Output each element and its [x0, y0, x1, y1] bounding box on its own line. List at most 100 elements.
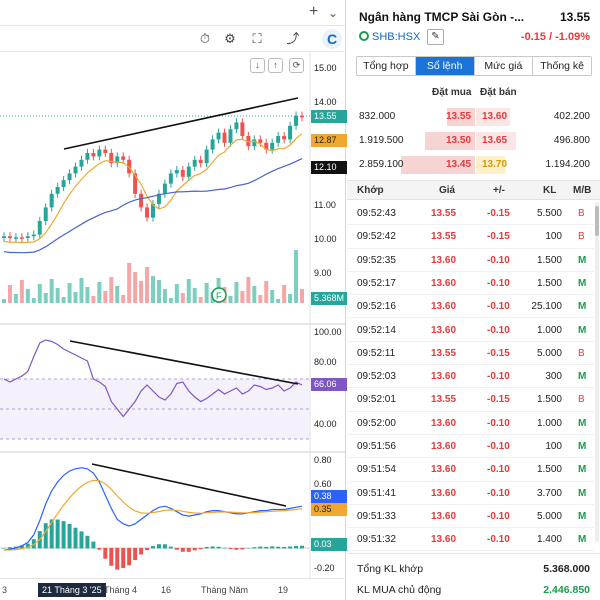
plus-icon[interactable]: + — [309, 3, 319, 20]
trade-row[interactable]: 09:52:17 13.60 -0.10 1.500 M — [347, 272, 594, 296]
tab-price-levels[interactable]: Mức giá — [475, 57, 534, 75]
tab-bar: Tổng hợp Sổ lệnh Mức giá Thống kê — [356, 56, 592, 76]
macd-hist-bar — [151, 546, 155, 549]
volume-bar — [282, 285, 287, 303]
volume-bar — [180, 293, 185, 303]
trade-row[interactable]: 09:51:56 13.60 -0.10 100 M — [347, 435, 594, 459]
macd-hist-bar — [294, 546, 299, 549]
gear-icon[interactable]: ⚙ — [224, 31, 236, 46]
volume-bar — [264, 281, 269, 303]
trades-scrollbar[interactable] — [595, 202, 599, 542]
fullscreen-icon[interactable]: ⛶ — [252, 31, 262, 46]
candle — [240, 122, 245, 136]
trade-row[interactable]: 09:52:35 13.60 -0.10 1.500 M — [347, 249, 594, 272]
logo-icon: C — [322, 29, 342, 49]
volume-bar — [234, 282, 239, 303]
trade-row[interactable]: 09:52:00 13.60 -0.10 1.000 M — [347, 412, 594, 435]
ask-volume: 496.800 — [553, 135, 590, 146]
candle — [115, 156, 120, 164]
timer-icon[interactable]: ⏱ — [199, 31, 211, 46]
orderbook-row[interactable]: 2.859.100 13.45 13.70 1.194.200 — [347, 154, 600, 176]
volume-bar — [55, 288, 60, 303]
volume-bar — [13, 294, 18, 303]
volume-bar — [288, 294, 293, 303]
trade-change: -0.10 — [487, 487, 510, 499]
trade-time: 09:52:11 — [357, 347, 396, 359]
volume-bar — [79, 278, 84, 303]
trade-price: 13.60 — [431, 254, 457, 266]
candle — [151, 204, 155, 218]
volume-bar — [240, 291, 245, 303]
trade-row[interactable]: 09:51:41 13.60 -0.10 3.700 M — [347, 482, 594, 505]
trade-volume: 300 — [545, 371, 562, 383]
macd-hist-bar — [282, 547, 287, 549]
volume-tag: 5.368M — [311, 292, 347, 305]
total-label: Tổng KL khớp — [357, 563, 424, 575]
up-arrow-icon[interactable]: ↑ — [268, 58, 283, 73]
orderbook-row[interactable]: 832.000 13.55 13.60 402.200 — [347, 106, 600, 128]
price-axis-label: 9.00 — [314, 268, 332, 278]
trade-side: M — [578, 510, 587, 522]
share-icon[interactable]: ⤴ — [286, 31, 300, 46]
macd-hist-bar — [162, 544, 167, 549]
down-arrow-icon[interactable]: ↓ — [250, 58, 265, 73]
macd-hist-bar — [97, 548, 102, 550]
edit-button[interactable]: ✎ — [427, 29, 444, 45]
macd-hist-bar — [19, 545, 24, 549]
volume-bar — [139, 281, 144, 303]
trade-row[interactable]: 09:52:14 13.60 -0.10 1.000 M — [347, 319, 594, 342]
volume-bar — [103, 291, 108, 303]
trade-price: 13.55 — [431, 394, 457, 406]
trade-volume: 1.500 — [536, 394, 562, 406]
refresh-icon[interactable]: ⟳ — [289, 58, 304, 73]
date-label: Tháng Năm — [201, 585, 249, 595]
macd-hist-bar — [7, 547, 12, 549]
date-label-active: 21 Tháng 3 '25 — [38, 583, 106, 597]
trade-time: 09:52:17 — [357, 277, 396, 289]
macd-hist-bar — [25, 543, 30, 549]
trade-row[interactable]: 09:52:43 13.55 -0.15 5.500 B — [347, 202, 594, 226]
chart-pane[interactable]: + ⌄ ⏱ ⚙ ⛶ ⤴ C ↓ ↑ ⟳ F 15.00 14 — [0, 0, 347, 600]
candle — [19, 237, 24, 239]
orderbook-row[interactable]: 1.919.500 13.50 13.65 496.800 — [347, 130, 600, 152]
trade-row[interactable]: 09:52:16 13.60 -0.10 25.100 M — [347, 295, 594, 319]
trade-side: M — [578, 277, 587, 289]
signal-tag: 0.35 — [311, 503, 347, 516]
trade-change: -0.15 — [487, 394, 510, 406]
trade-side: M — [578, 371, 587, 383]
volume-bar — [168, 298, 173, 303]
volume-bar — [121, 295, 126, 303]
macd-hist-bar — [168, 546, 173, 549]
trade-row[interactable]: 09:52:03 13.60 -0.10 300 M — [347, 365, 594, 389]
trade-volume: 25.100 — [531, 301, 562, 313]
trade-row[interactable]: 09:52:11 13.55 -0.15 5.000 B — [347, 342, 594, 366]
tab-orderbook[interactable]: Sổ lệnh — [415, 57, 475, 75]
macd-hist-bar — [91, 541, 96, 549]
trade-price: 13.60 — [431, 277, 457, 289]
trade-row[interactable]: 09:52:01 13.55 -0.15 1.500 B — [347, 388, 594, 412]
macd-hist-bar — [103, 548, 108, 559]
candle — [168, 173, 173, 184]
macd-hist-bar — [133, 548, 138, 561]
bid-volume: 1.919.500 — [359, 135, 404, 146]
candle — [43, 207, 48, 221]
ticker[interactable]: SHB:HSX — [359, 31, 420, 43]
col-side: M/B — [573, 185, 592, 196]
trade-row[interactable]: 09:51:33 13.60 -0.10 5.000 M — [347, 505, 594, 529]
candle — [264, 142, 269, 150]
price-change: -0.15 / -1.09% — [520, 31, 590, 43]
tab-statistics[interactable]: Thống kê — [540, 60, 585, 72]
macd-hist-bar — [270, 546, 275, 549]
macd-hist-bar — [85, 535, 90, 549]
trade-row[interactable]: 09:51:54 13.60 -0.10 1.500 M — [347, 458, 594, 482]
chevron-down-icon[interactable]: ⌄ — [328, 6, 339, 20]
macd-hist-bar — [234, 548, 239, 550]
candle — [139, 193, 144, 208]
candle — [252, 139, 257, 147]
macd-hist-bar — [276, 546, 281, 549]
rsi-pane — [0, 339, 310, 440]
trade-row[interactable]: 09:51:32 13.60 -0.10 1.400 M — [347, 528, 594, 552]
tab-summary[interactable]: Tổng hợp — [357, 57, 416, 75]
bid-price: 13.50 — [446, 135, 472, 146]
trade-row[interactable]: 09:52:42 13.55 -0.15 100 B — [347, 225, 594, 249]
